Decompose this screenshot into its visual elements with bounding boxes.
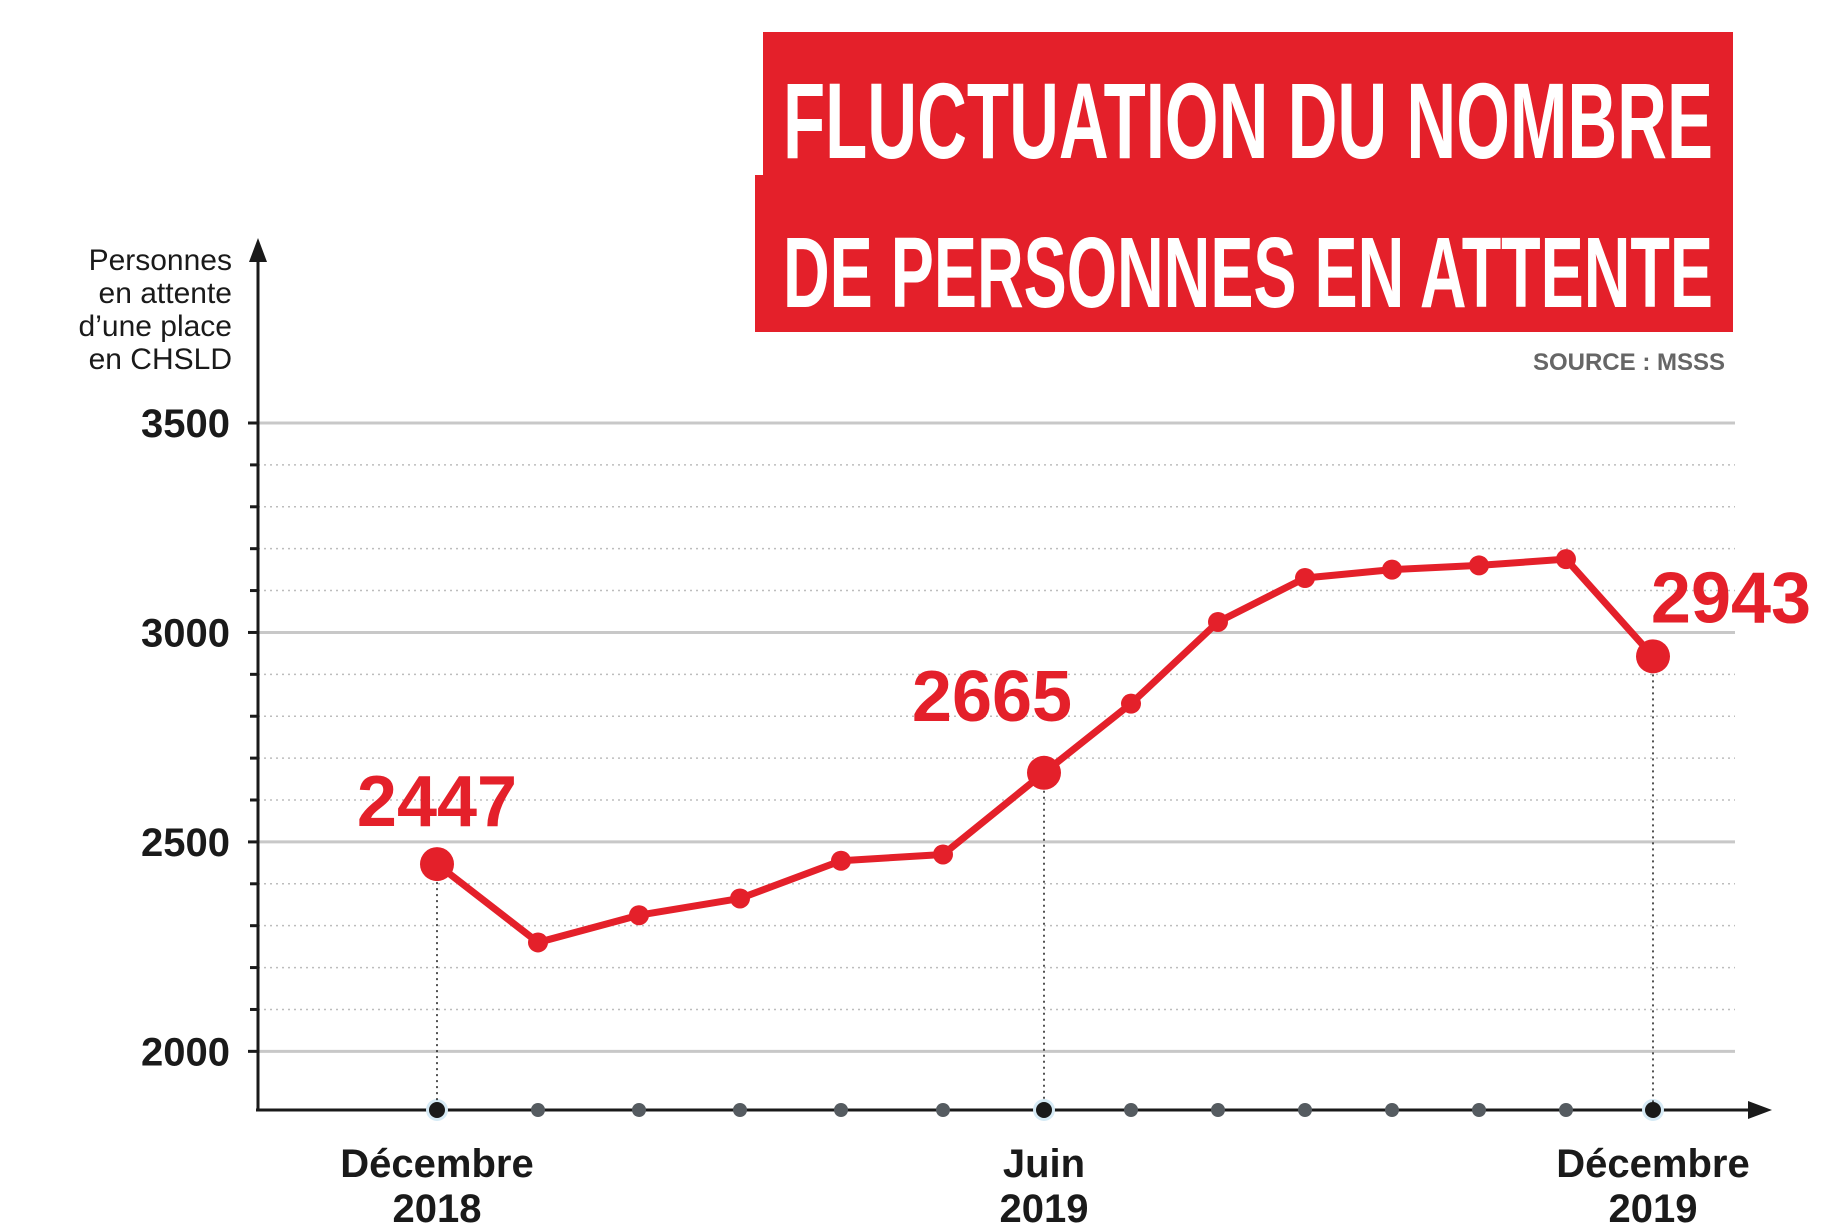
x-axis-marker (429, 1102, 445, 1118)
data-point-highlight (420, 847, 454, 882)
title-line-1: FLUCTUATION DU NOMBRE (783, 60, 1713, 181)
data-point-highlight (1636, 639, 1670, 674)
x-tick-label-year: 2019 (1000, 1187, 1089, 1229)
data-point (1556, 549, 1576, 570)
x-axis-marker (1124, 1103, 1138, 1117)
series-line (433, 555, 1657, 946)
x-axis-marker (1298, 1103, 1312, 1117)
x-axis-marker (1559, 1103, 1573, 1117)
y-axis-title-line-2: en attente (99, 277, 232, 310)
x-axis-arrow (1748, 1101, 1772, 1119)
axes (248, 238, 1772, 1119)
data-label: 2943 (1651, 558, 1811, 638)
data-label: 2665 (912, 657, 1072, 737)
x-axis-marker (936, 1103, 950, 1117)
x-axis-marker (1211, 1103, 1225, 1117)
data-point (730, 888, 750, 909)
data-point (629, 905, 649, 926)
title-line-2: DE PERSONNES EN ATTENTE (783, 217, 1713, 329)
x-tick-label-year: 2019 (1609, 1187, 1698, 1229)
data-point (528, 932, 548, 953)
data-points (420, 549, 1670, 953)
x-axis-marker (834, 1103, 848, 1117)
data-point (1121, 693, 1141, 714)
data-point (1469, 555, 1489, 576)
y-tick-label: 3000 (141, 611, 230, 655)
title-box-bottom (755, 175, 1733, 332)
drop-lines (436, 656, 1654, 1110)
y-axis-title-line-3: d’une place (79, 310, 232, 343)
data-point (831, 850, 851, 871)
x-axis-marker (531, 1103, 545, 1117)
y-axis-title-line-4: en CHSLD (89, 343, 232, 376)
source-note: SOURCE : MSSS (1533, 349, 1725, 376)
y-axis-arrow (249, 238, 267, 262)
x-axis-marker (632, 1103, 646, 1117)
y-tick-label: 3500 (141, 402, 230, 446)
x-axis-marker (1645, 1102, 1661, 1118)
data-labels: 2447 2665 2943 (357, 558, 1811, 842)
y-tick-label: 2500 (141, 821, 230, 865)
data-point (1208, 611, 1228, 632)
y-axis-title-line-1: Personnes (89, 244, 232, 277)
x-axis-marker (1385, 1103, 1399, 1117)
data-point (1295, 567, 1315, 588)
title-box-top (763, 32, 1733, 175)
data-point-highlight (1027, 755, 1061, 790)
y-tick-label: 2000 (141, 1030, 230, 1074)
data-label: 2447 (357, 762, 517, 842)
x-axis-marker (1472, 1103, 1486, 1117)
x-tick-label-month: Décembre (340, 1142, 533, 1186)
y-axis-title: Personnes en attente d’une place en CHSL… (79, 244, 232, 376)
data-point (1382, 559, 1402, 580)
y-tick-labels: 2000 2500 3000 3500 (141, 402, 230, 1074)
series-path (433, 555, 1657, 946)
x-tick-label-month: Juin (1003, 1142, 1085, 1186)
x-axis-marker (733, 1103, 747, 1117)
x-tick-label-year: 2018 (393, 1187, 482, 1229)
x-tick-label-month: Décembre (1556, 1142, 1749, 1186)
grid (258, 421, 1735, 1053)
title-banner: FLUCTUATION DU NOMBRE DE PERSONNES EN AT… (755, 32, 1733, 332)
data-point (933, 844, 953, 865)
